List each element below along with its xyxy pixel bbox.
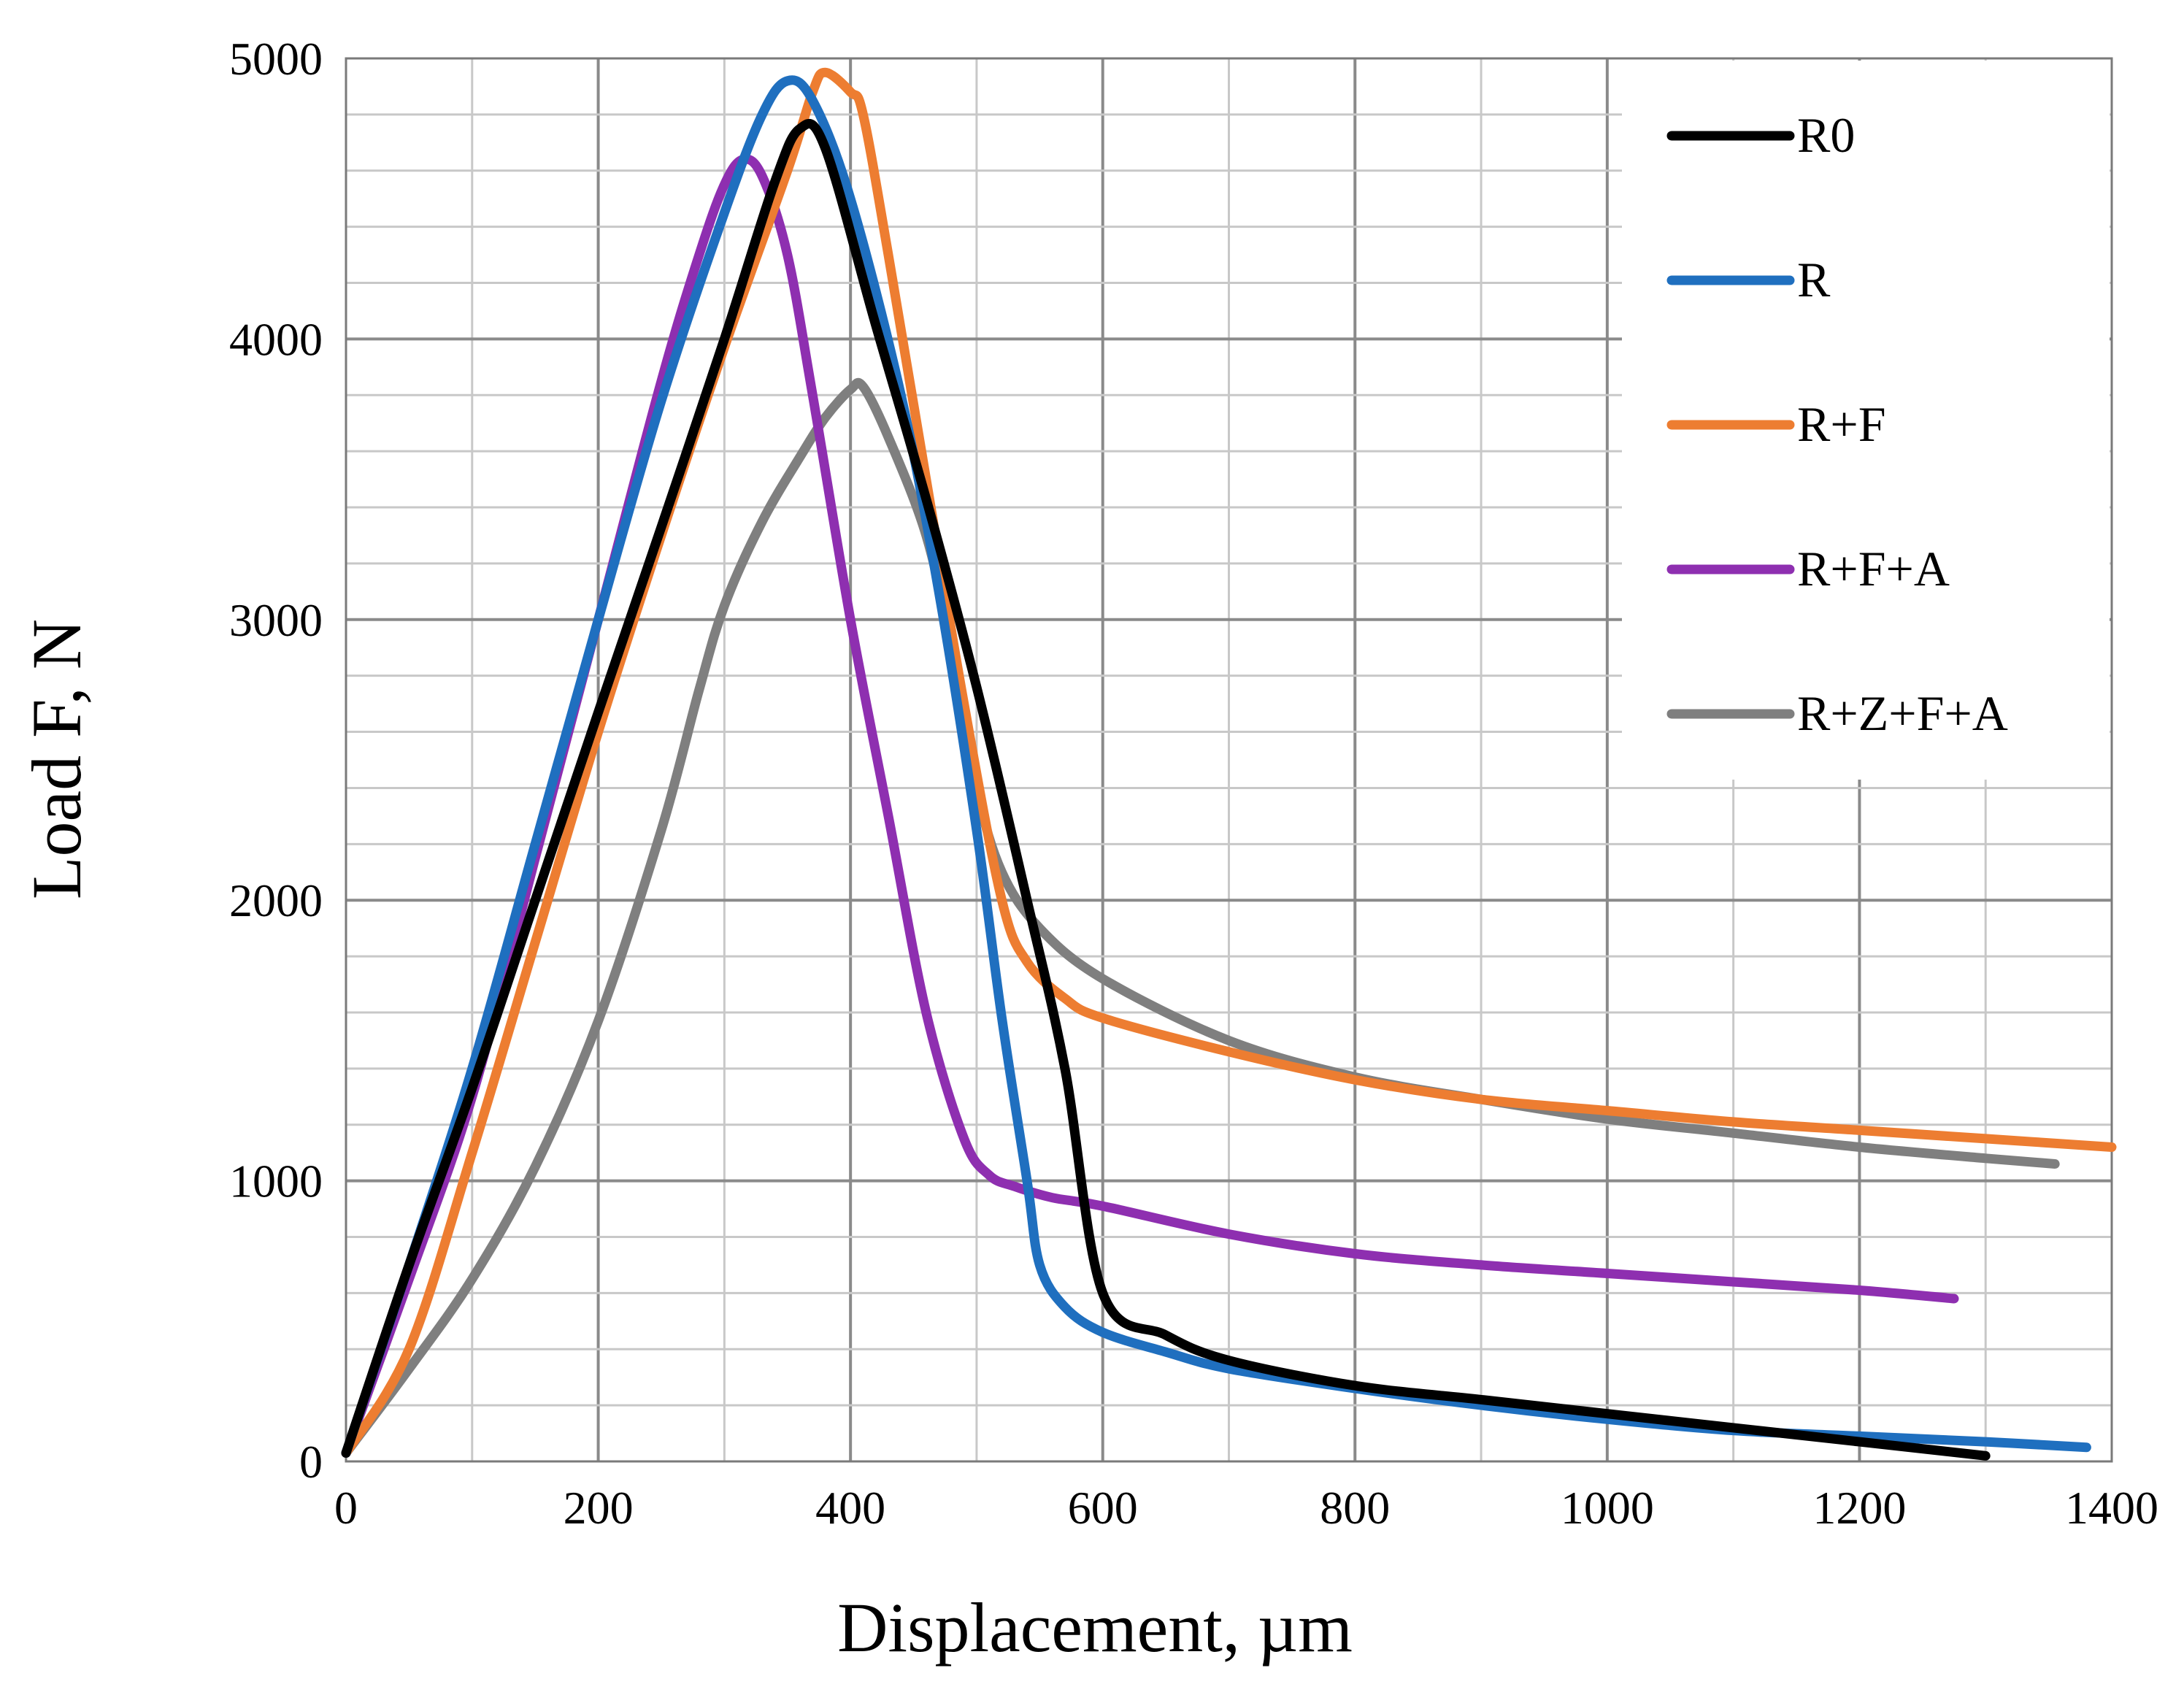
legend-label: R+F xyxy=(1797,396,1886,452)
legend-label: R+Z+F+A xyxy=(1797,685,2008,741)
x-tick-label: 200 xyxy=(564,1482,634,1534)
x-tick-label: 1000 xyxy=(1561,1482,1654,1534)
tick-labels: 0 200 400 600 800 1000 1200 1400 0 1000 2000 3000 40… xyxy=(229,33,2158,1534)
x-tick-label: 1200 xyxy=(1812,1482,1906,1534)
legend-label: R xyxy=(1797,252,1831,307)
y-tick-label: 2000 xyxy=(229,875,323,926)
x-axis-title: Displacement, µm xyxy=(837,1588,1353,1667)
series-lines xyxy=(341,67,2117,1461)
x-tick-label: 1400 xyxy=(2065,1482,2158,1534)
y-tick-label: 0 xyxy=(299,1436,323,1488)
y-tick-label: 4000 xyxy=(229,313,323,365)
legend-label: R+F+A xyxy=(1797,541,1950,596)
series-line-r xyxy=(341,75,2091,1458)
x-tick-label: 0 xyxy=(334,1482,358,1534)
x-tick-label: 800 xyxy=(1320,1482,1390,1534)
plot-area-frame xyxy=(345,57,2113,1463)
y-tick-label: 3000 xyxy=(229,594,323,646)
x-tick-label: 600 xyxy=(1068,1482,1138,1534)
y-axis-title: Load F, N xyxy=(18,619,96,899)
y-tick-label: 5000 xyxy=(229,33,323,85)
y-tick-label: 1000 xyxy=(229,1156,323,1207)
legend: R0 R R+F R+F+A R+Z+F+A xyxy=(1622,61,2110,780)
series-line-r-f xyxy=(341,67,2117,1458)
legend-label: R0 xyxy=(1797,107,1855,163)
x-tick-label: 400 xyxy=(815,1482,885,1534)
series-line-r0 xyxy=(341,118,1991,1461)
